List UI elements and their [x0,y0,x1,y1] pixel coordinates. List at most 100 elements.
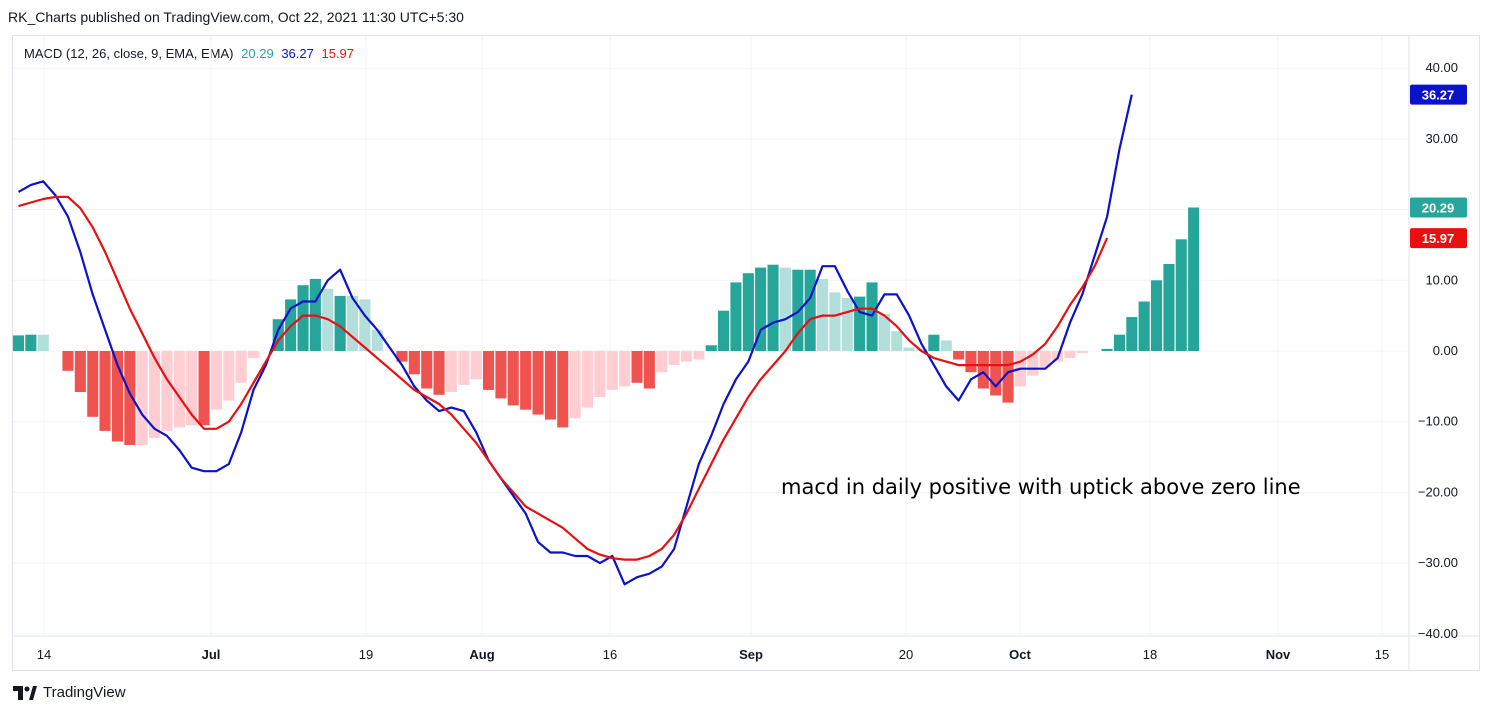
histogram-bar [297,285,309,351]
histogram-bar [74,351,86,392]
histogram-bar [62,351,74,371]
histogram-bar [953,351,965,360]
histogram-bar [210,351,222,410]
histogram-bar [977,351,989,389]
x-tick-label: Jul [202,647,221,662]
indicator-legend[interactable]: MACD (12, 26, close, 9, EMA, EMA) 20.29 … [24,46,358,61]
y-tick-label: −30.00 [1418,555,1458,570]
histogram-bar [940,340,952,351]
histogram-bar [1163,264,1175,351]
x-tick-label: 14 [37,647,51,662]
macd-price-label: 36.27 [1422,88,1455,103]
x-tick-label: Aug [469,647,494,662]
histogram-bar [136,351,148,445]
publisher-header: RK_Charts published on TradingView.com, … [8,9,464,25]
histogram-bar [990,351,1002,396]
x-axis: 14 Jul 19 Aug 16 Sep 20 Oct 18 Nov 15 [37,647,1389,662]
histogram-bar [1138,301,1150,351]
histogram-bar [1064,351,1076,359]
histogram-bar [680,351,692,362]
x-tick-label: 20 [899,647,913,662]
histogram-bar [334,295,346,351]
histogram-bar [37,334,49,351]
histogram-bar [1151,280,1163,351]
histogram-bar [111,351,123,442]
y-axis: 40.0030.0020.0010.000.00−10.00−20.00−30.… [1418,60,1458,641]
histogram-bar [99,351,111,431]
macd-price-label-box [1410,84,1467,105]
histogram-bar [730,282,742,351]
histogram-bar [928,334,940,351]
tradingview-branding[interactable]: TradingView [13,684,126,701]
histogram-bar [1076,351,1088,354]
histogram-bar [656,351,668,373]
histogram-bar [87,351,99,417]
histogram-bar [903,347,915,351]
x-tick-label: Nov [1266,647,1291,662]
histogram-bar [161,351,173,431]
chart-frame [12,35,1480,671]
histogram-bar [272,319,284,351]
histogram-bar [124,351,136,445]
tradingview-brand-text: TradingView [43,684,126,701]
x-tick-label: 15 [1375,647,1389,662]
signal-price-label-box [1410,228,1467,249]
histogram-bar [198,351,210,426]
x-tick-label: Oct [1009,647,1031,662]
histogram-bar [1188,207,1200,351]
x-tick-label: 18 [1143,647,1157,662]
y-tick-label: −10.00 [1418,414,1458,429]
histogram-bar [25,334,37,351]
histogram-bar [223,351,235,401]
histogram-bar [1002,351,1014,403]
histogram-bar [841,298,853,351]
histogram-bar [445,351,457,392]
tradingview-logo-icon [13,685,37,700]
histogram-bar [371,329,383,351]
histogram-bar [965,351,977,373]
histogram-bar [532,351,544,415]
y-tick-label: 40.00 [1425,60,1458,75]
histogram-bar [507,351,519,406]
macd-lines [17,94,1133,586]
histogram-bar [668,351,680,366]
histogram-bars [12,207,1200,445]
histogram-bar [421,351,433,389]
histogram-bar [631,351,643,383]
histogram-bar [470,351,482,380]
hist-price-label: 20.29 [1422,201,1455,216]
histogram-bar [829,292,841,351]
histogram-bar [186,351,198,426]
histogram-bar [742,273,754,351]
signal-price-label: 15.97 [1422,231,1455,246]
macd-line[interactable] [17,94,1133,586]
histogram-bar [1175,239,1187,351]
histogram-bar [594,351,606,397]
histogram-bar [1113,334,1125,351]
histogram-bar [235,351,247,383]
chart-annotation: macd in daily positive with uptick above… [781,475,1301,499]
legend-macd-value: 36.27 [281,46,314,61]
histogram-bar [520,351,532,410]
histogram-bar [705,345,717,351]
histogram-bar [1039,351,1051,368]
histogram-bar [606,351,618,390]
legend-signal-value: 15.97 [321,46,355,61]
histogram-bar [792,269,804,351]
histogram-bar [854,296,866,351]
histogram-bar [557,351,569,428]
histogram-bar [619,351,631,387]
price-labels: 36.27 20.29 15.97 [1410,84,1467,249]
histogram-bar [891,331,903,351]
x-tick-label: 16 [603,647,617,662]
histogram-bar [248,351,260,359]
histogram-bar [346,295,358,351]
histogram-bar [458,351,470,385]
y-tick-label: 0.00 [1433,343,1458,358]
histogram-bar [483,351,495,390]
histogram-bar [544,351,556,420]
signal-line[interactable] [18,195,1109,561]
x-tick-label: 19 [359,647,373,662]
y-tick-label: 30.00 [1425,131,1458,146]
